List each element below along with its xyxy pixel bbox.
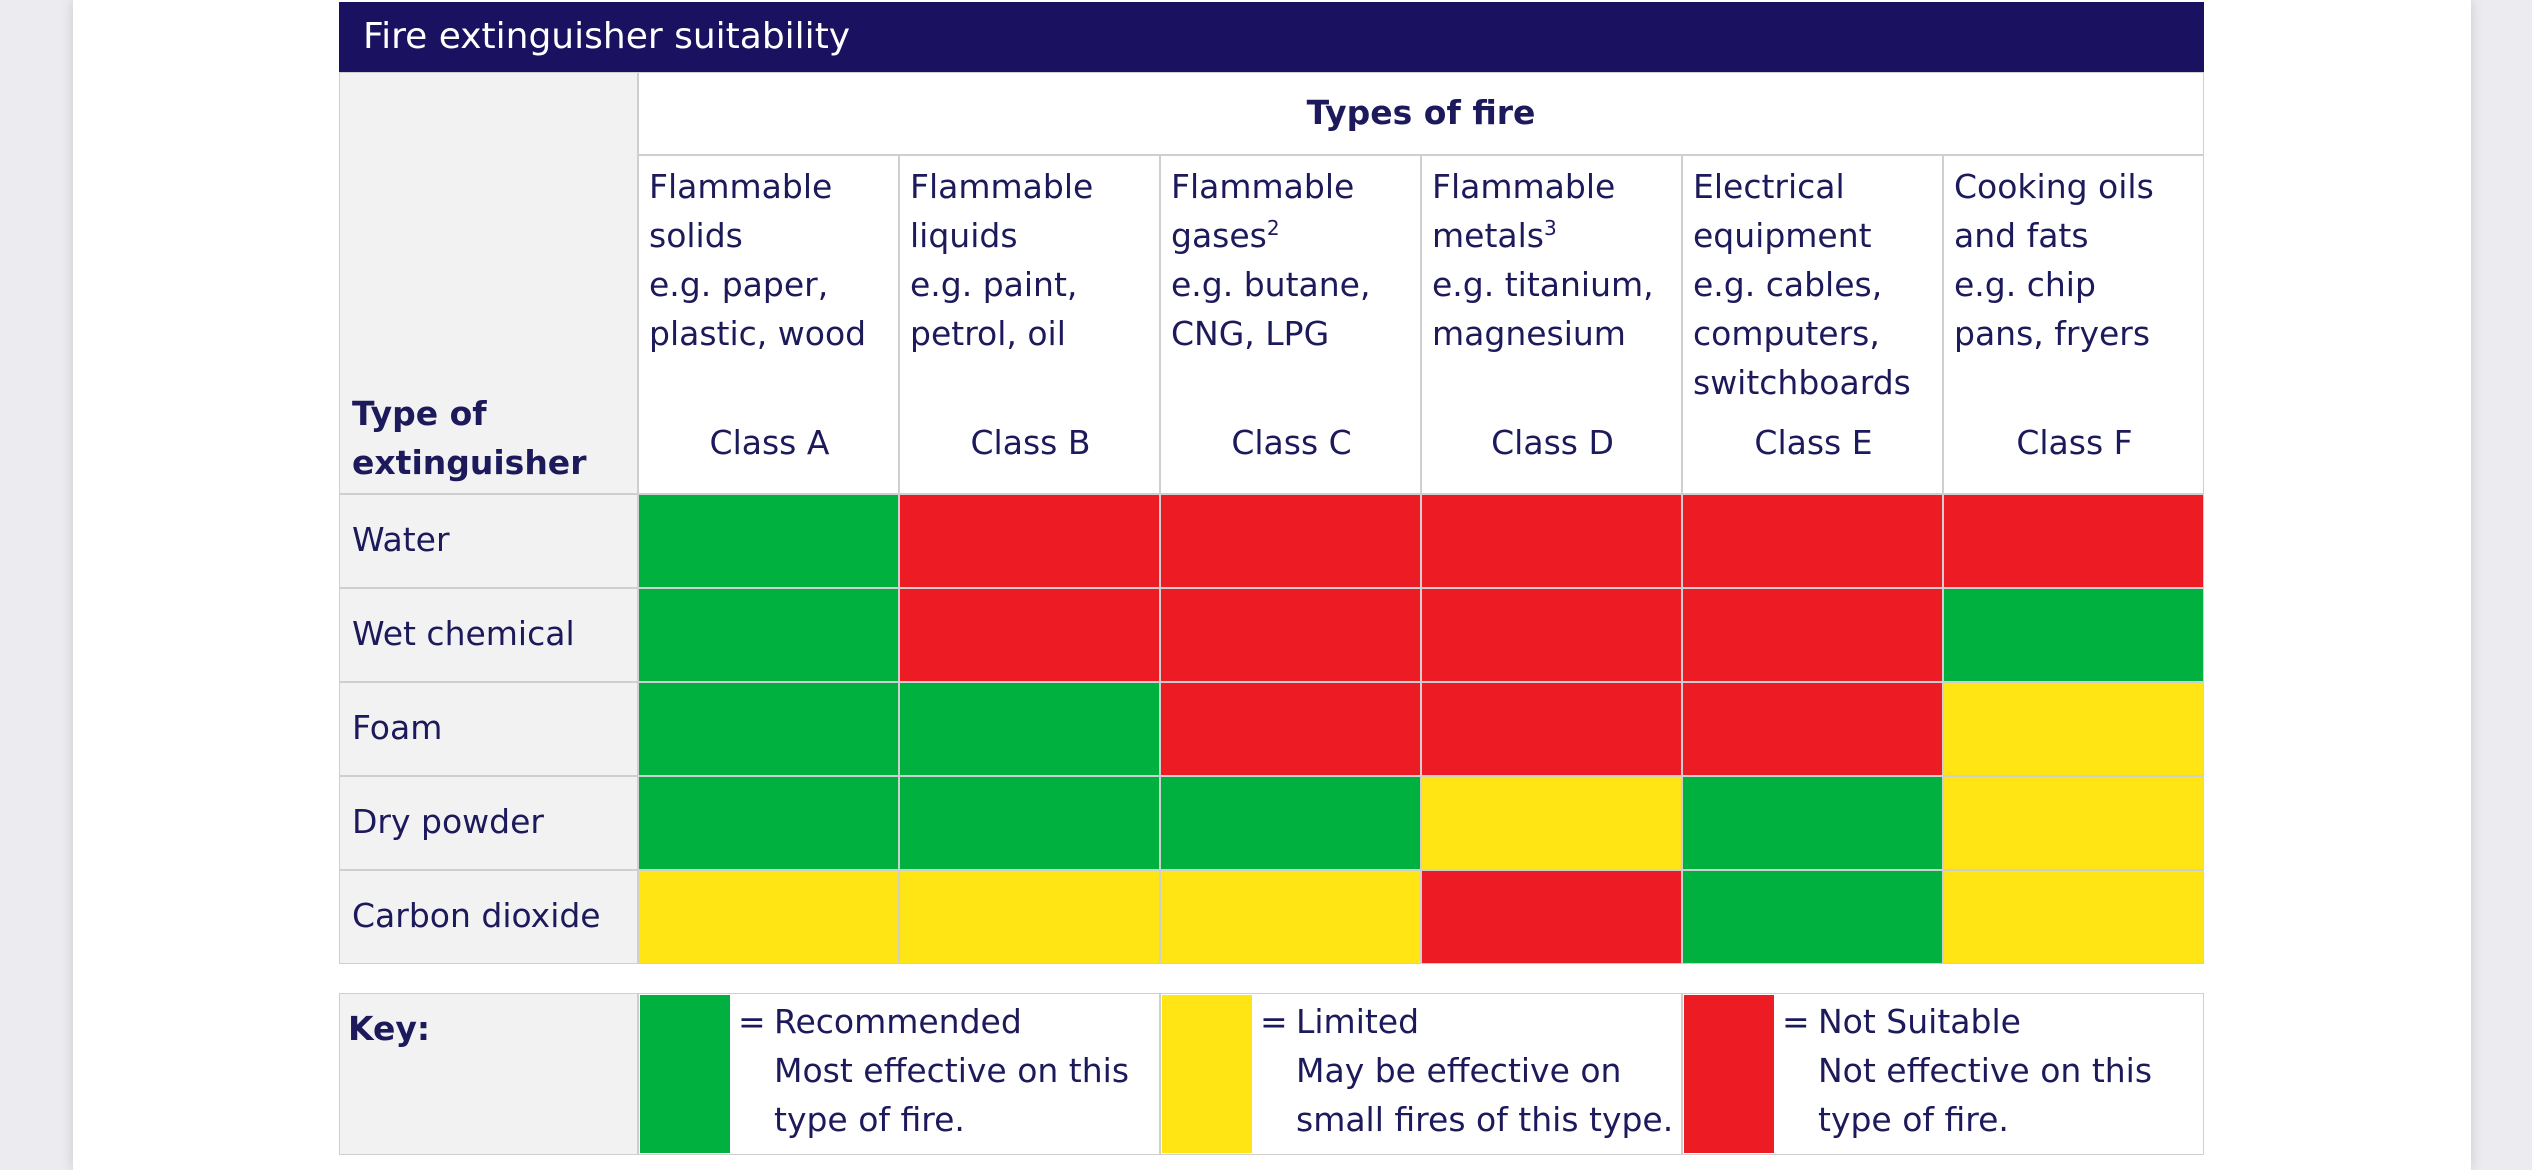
rating-cell [1421, 776, 1682, 870]
key-name: Not Suitable [1818, 1002, 2021, 1041]
rating-cell [1421, 870, 1682, 964]
key-equals: = [1260, 1002, 1288, 1041]
key-swatch [1684, 995, 1774, 1153]
key-name: Limited [1296, 1002, 1420, 1041]
rating-cell [1160, 682, 1421, 776]
corner-cell: Type of extinguisher [339, 72, 638, 494]
key-label-cell: Key: [339, 993, 638, 1155]
fire-description: Flammable solids e.g. paper, plastic, woo… [649, 162, 888, 358]
fire-example: e.g. titanium, magnesium [1432, 265, 1654, 353]
key-name: Recommended [774, 1002, 1022, 1041]
fire-example: e.g. chip pans, fryers [1954, 265, 2151, 353]
footnote-mark: 3 [1543, 216, 1557, 240]
key-equals: = [1782, 1002, 1810, 1041]
rating-cell [1421, 494, 1682, 588]
key-description: May be effective on small fires of this … [1296, 1051, 1674, 1139]
fire-example: e.g. cables, computers, switchboards [1693, 265, 1911, 402]
rating-cell [1943, 776, 2204, 870]
rating-cell [1682, 682, 1943, 776]
fire-class: Class B [970, 423, 1091, 462]
column-header: Flammable liquids e.g. paint, petrol, oil… [899, 155, 1160, 494]
rating-cell [1943, 682, 2204, 776]
fire-name: Electrical equipment [1693, 167, 1872, 255]
rating-cell [638, 682, 899, 776]
rating-cell [899, 682, 1160, 776]
key-swatch [1162, 995, 1252, 1153]
key-item [638, 993, 1160, 1155]
key-item [1682, 993, 2204, 1155]
fire-description: Flammable gases2 e.g. butane, CNG, LPG [1171, 162, 1410, 358]
rating-cell [1160, 776, 1421, 870]
key-text: Limited May be effective on small fires o… [1296, 997, 1678, 1151]
column-header: Cooking oils and fats e.g. chip pans, fry… [1943, 155, 2204, 494]
corner-label: Type of extinguisher [352, 394, 587, 482]
row-label: Wet chemical [339, 588, 638, 682]
fire-example: e.g. butane, CNG, LPG [1171, 265, 1371, 353]
rating-cell [1943, 494, 2204, 588]
rating-cell [638, 588, 899, 682]
rating-cell [1943, 588, 2204, 682]
fire-class: Class A [709, 423, 830, 462]
column-header: Flammable metals3 e.g. titanium, magnesiu… [1421, 155, 1682, 494]
key-equals: = [738, 1002, 766, 1041]
fire-name: Flammable gases [1171, 167, 1355, 255]
column-header: Flammable solids e.g. paper, plastic, woo… [638, 155, 899, 494]
fire-class: Class E [1754, 423, 1873, 462]
fire-description: Cooking oils and fats e.g. chip pans, fry… [1954, 162, 2193, 358]
key-swatch [640, 995, 730, 1153]
rating-cell [1421, 682, 1682, 776]
column-header: Electrical equipment e.g. cables, compute… [1682, 155, 1943, 494]
fire-name: Flammable liquids [910, 167, 1094, 255]
fire-description: Flammable metals3 e.g. titanium, magnesiu… [1432, 162, 1671, 358]
group-header: Types of fire [638, 72, 2204, 155]
column-header: Flammable gases2 e.g. butane, CNG, LPG Cla… [1160, 155, 1421, 494]
document: Fire extinguisher suitability Type of ext… [73, 0, 2471, 1170]
row-label: Carbon dioxide [339, 870, 638, 964]
row-label: Foam [339, 682, 638, 776]
fire-example: e.g. paint, petrol, oil [910, 265, 1078, 353]
rating-cell [899, 776, 1160, 870]
key-text: Not Suitable Not effective on this type o… [1818, 997, 2200, 1151]
fire-name: Flammable solids [649, 167, 833, 255]
key-description: Not effective on this type of fire. [1818, 1051, 2153, 1139]
row-label: Water [339, 494, 638, 588]
fire-class: Class D [1491, 423, 1614, 462]
rating-cell [638, 870, 899, 964]
title-bar: Fire extinguisher suitability [339, 2, 2204, 72]
rating-cell [638, 776, 899, 870]
rating-cell [899, 870, 1160, 964]
fire-example: e.g. paper, plastic, wood [649, 265, 867, 353]
rating-cell [1160, 588, 1421, 682]
fire-class: Class C [1231, 423, 1352, 462]
key-description: Most effective on this type of fire. [774, 1051, 1130, 1139]
fire-class: Class F [2016, 423, 2133, 462]
fire-name: Cooking oils and fats [1954, 167, 2154, 255]
rating-cell [899, 494, 1160, 588]
key-text: Recommended Most effective on this type o… [774, 997, 1156, 1151]
rating-cell [1160, 870, 1421, 964]
rating-cell [1682, 776, 1943, 870]
rating-cell [899, 588, 1160, 682]
rating-cell [1682, 588, 1943, 682]
key-item [1160, 993, 1682, 1155]
rating-cell [638, 494, 899, 588]
rating-cell [1682, 494, 1943, 588]
rating-cell [1160, 494, 1421, 588]
fire-description: Electrical equipment e.g. cables, compute… [1693, 162, 1932, 407]
rating-cell [1943, 870, 2204, 964]
rating-cell [1421, 588, 1682, 682]
rating-cell [1682, 870, 1943, 964]
footnote-mark: 2 [1266, 216, 1280, 240]
fire-name: Flammable metals [1432, 167, 1616, 255]
fire-description: Flammable liquids e.g. paint, petrol, oil [910, 162, 1149, 358]
row-label: Dry powder [339, 776, 638, 870]
